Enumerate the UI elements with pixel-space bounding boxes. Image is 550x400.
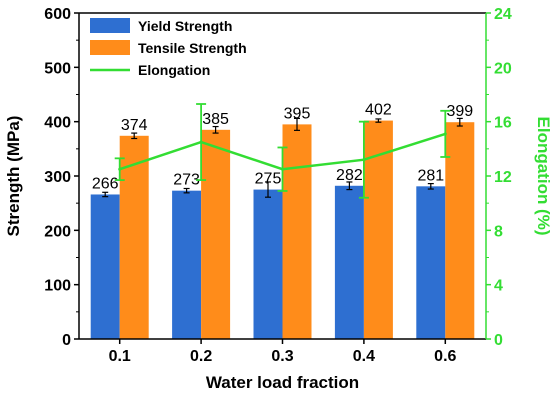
axes: 0 100 200 300 400 500 600 0 4 8 12 16 20 24 0.1 0.2 0.3 0… (44, 6, 512, 365)
bar-yield (90, 194, 120, 339)
elongation-point (118, 167, 122, 171)
y-tick-label: 100 (44, 278, 71, 295)
data-label: 273 (173, 172, 200, 189)
right-y-tick-label: 4 (494, 278, 503, 295)
y-tick-label: 400 (44, 115, 71, 132)
bar-yield (334, 185, 364, 339)
bar-yield (416, 186, 446, 339)
legend: Yield Strength Tensile Strength Elongation (90, 18, 247, 78)
x-tick-label: 0.4 (353, 348, 375, 365)
data-label: 281 (417, 167, 444, 184)
right-y-tick-label: 20 (494, 60, 512, 77)
elongation-point (281, 167, 284, 171)
elongation-point (443, 132, 447, 136)
data-label: 385 (202, 111, 229, 128)
bar-tensile (201, 129, 231, 339)
x-tick-label: 0.2 (190, 348, 212, 365)
elongation-point (199, 140, 203, 144)
x-axis-title: Water load fraction (206, 373, 359, 392)
data-label: 402 (365, 102, 392, 119)
elongation-point (362, 158, 366, 162)
y-tick-label: 500 (44, 60, 71, 77)
data-label: 266 (92, 175, 119, 192)
bar-yield (172, 190, 202, 339)
legend-swatch (90, 18, 130, 33)
plot-area: 266 273 275 282 281 374 385 395 402 399 (90, 102, 475, 340)
y-tick-label: 300 (44, 169, 71, 186)
legend-swatch (90, 40, 130, 55)
legend-label: Tensile Strength (138, 40, 247, 56)
x-tick-label: 0.6 (434, 348, 456, 365)
right-y-tick-label: 12 (494, 169, 512, 186)
y-tick-label: 600 (44, 6, 71, 23)
bar-tensile (445, 122, 475, 340)
data-label: 395 (284, 105, 311, 122)
bar-tensile (363, 120, 393, 339)
legend-label: Elongation (138, 62, 210, 78)
data-label: 275 (255, 171, 282, 188)
x-tick-label: 0.3 (271, 348, 293, 365)
y-axis-title: Strength (MPa) (4, 116, 23, 237)
data-label: 282 (336, 167, 363, 184)
right-y-axis-title: Elongation (%) (534, 117, 550, 236)
data-label: 399 (446, 103, 473, 120)
legend-label: Yield Strength (138, 18, 232, 34)
right-y-tick-label: 0 (494, 332, 503, 349)
right-y-tick-label: 8 (494, 223, 503, 240)
y-tick-label: 200 (44, 223, 71, 240)
bar-yield (253, 189, 283, 339)
data-label: 374 (121, 117, 148, 134)
x-tick-label: 0.1 (109, 348, 131, 365)
right-y-tick-label: 16 (494, 115, 512, 132)
right-y-tick-label: 24 (494, 6, 512, 23)
bar-tensile (282, 124, 312, 339)
y-tick-label: 0 (62, 332, 71, 349)
bar-tensile (119, 135, 149, 339)
